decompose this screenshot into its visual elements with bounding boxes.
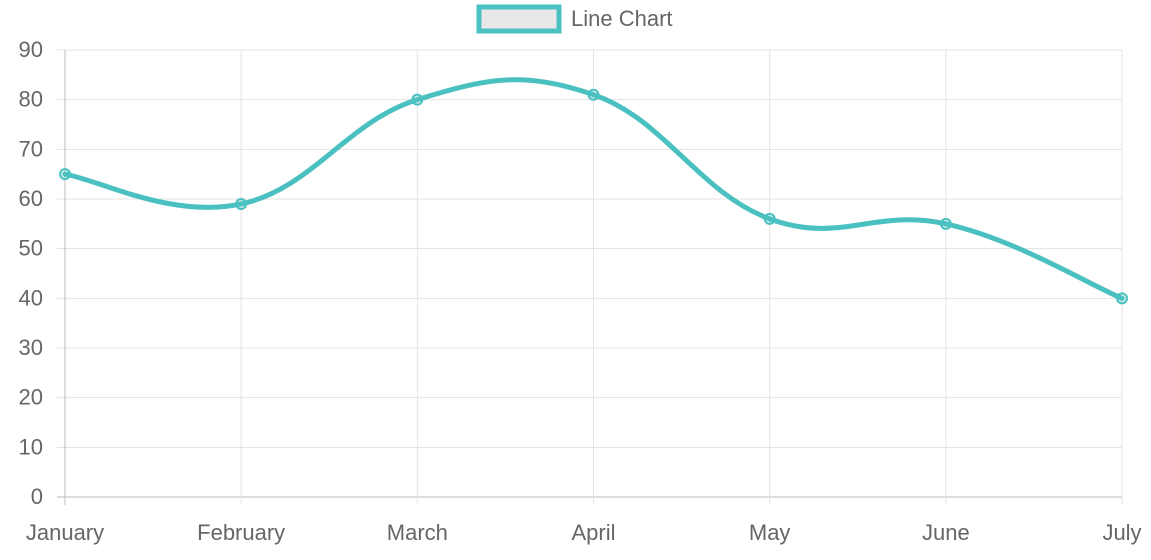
data-point[interactable]: [411, 93, 424, 106]
data-point[interactable]: [1116, 292, 1128, 305]
y-tick-label: 40: [19, 285, 43, 310]
x-tick-label: May: [749, 520, 791, 545]
legend[interactable]: Line Chart: [476, 4, 673, 34]
data-point[interactable]: [939, 217, 952, 230]
x-tick-label: July: [1102, 520, 1141, 545]
data-point[interactable]: [235, 197, 248, 210]
series-line: [62, 77, 1125, 301]
grid: [57, 49, 1123, 505]
y-tick-label: 70: [19, 136, 43, 161]
data-point[interactable]: [587, 88, 600, 101]
y-tick-label: 10: [19, 434, 43, 459]
data-point[interactable]: [763, 212, 776, 225]
x-tick-label: June: [922, 520, 970, 545]
axes: 0 10 20 30 40 50 60 70 80 90 January February March A…: [19, 37, 1142, 545]
x-tick-label: March: [387, 520, 448, 545]
y-tick-label: 60: [19, 186, 43, 211]
x-tick-label: February: [197, 520, 285, 545]
series-layer: [59, 77, 1128, 305]
y-tick-label: 0: [31, 484, 43, 509]
x-tick-label: January: [26, 520, 104, 545]
y-tick-label: 30: [19, 335, 43, 360]
x-tick-label: April: [571, 520, 615, 545]
legend-swatch[interactable]: [476, 4, 562, 34]
y-tick-label: 20: [19, 385, 43, 410]
legend-label[interactable]: Line Chart: [571, 6, 673, 31]
y-tick-label: 50: [19, 236, 43, 261]
data-point[interactable]: [59, 168, 71, 181]
y-tick-label: 80: [19, 87, 43, 112]
y-tick-label: 90: [19, 37, 43, 62]
